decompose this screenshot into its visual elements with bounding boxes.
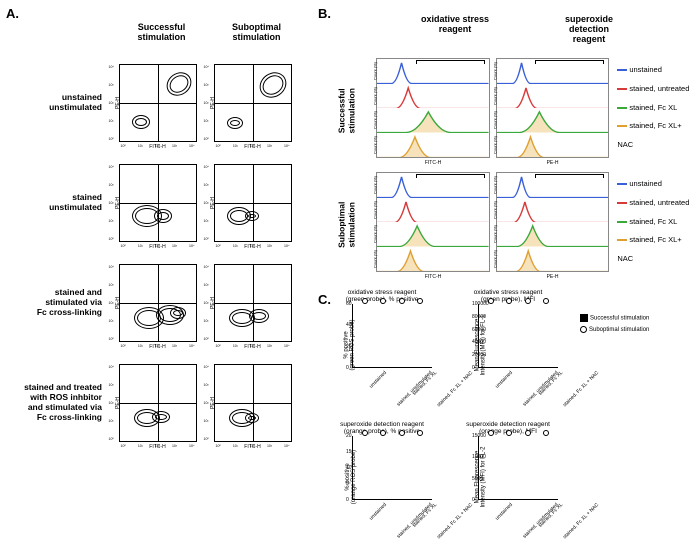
x-tick-label: unstained [494,370,514,390]
data-point-circle [417,298,423,304]
data-point-circle [506,298,512,304]
scatter-plot: FITC-HPE-H10⁰10¹10²10³10⁴10⁰10¹10²10³10⁴ [214,64,292,142]
hist-col-so: superoxide detection reagent [522,14,656,44]
data-point-circle [488,298,494,304]
panel-a-label: A. [6,6,19,21]
data-point-circle [380,430,386,436]
hist-col-ox: oxidative stress reagent [388,14,522,44]
hist-row-label: Successful stimulation [337,79,357,137]
data-point-circle [399,430,405,436]
x-tick-label: unstained [494,502,514,522]
data-point-circle [543,430,549,436]
histogram-block: Count (%)Count (%)Count (%)Count (%)PE-H [496,172,610,272]
scatter-plot: FITC-HPE-H10⁰10¹10²10³10⁴10⁰10¹10²10³10⁴ [214,364,292,442]
hist-row-label: Suboptimal stimulation [337,193,357,251]
panel-a: Successful stimulation Suboptimal stimul… [6,22,312,442]
histogram-block: Count (%)Count (%)Count (%)Count (%)FITC… [376,172,490,272]
histogram-block: Count (%)Count (%)Count (%)Count (%)FITC… [376,58,490,158]
chart-so-pos: superoxide detection reagent (orange pro… [328,432,436,522]
row-label: unstained unstimulated [6,93,110,113]
panel-b: oxidative stress reagent superoxide dete… [318,14,694,272]
scatter-plot: FITC-HPE-H10⁰10¹10²10³10⁴10⁰10¹10²10³10⁴ [119,264,197,342]
chart-ox-pos: oxidative stress reagent (green probe), … [328,300,436,390]
scatter-plot: FITC-HPE-H10⁰10¹10²10³10⁴10⁰10¹10²10³10⁴ [119,364,197,442]
hist-legend: unstainedstained, untreatedstained, Fc X… [617,61,694,155]
histogram-block: Count (%)Count (%)Count (%)Count (%)PE-H [496,58,610,158]
data-point-circle [417,430,423,436]
data-point-circle [362,298,368,304]
data-point-circle [399,298,405,304]
data-point-circle [362,430,368,436]
row-label: stained and treated with ROS inhbitor an… [6,383,110,422]
panel-c: oxidative stress reagent (green probe), … [328,300,698,522]
col-header-sub: Suboptimal stimulation [209,22,304,42]
data-point-circle [525,430,531,436]
data-point-circle [488,430,494,436]
chart-ox-mfi: oxidative stress reagent (green probe), … [454,300,562,390]
col-header-succ: Successful stimulation [114,22,209,42]
data-point-circle [543,298,549,304]
data-point-circle [380,298,386,304]
scatter-plot: FITC-HPE-H10⁰10¹10²10³10⁴10⁰10¹10²10³10⁴ [214,164,292,242]
scatter-plot: FITC-HPE-H10⁰10¹10²10³10⁴10⁰10¹10²10³10⁴ [119,64,197,142]
chart-so-mfi: superoxide detection reagent (orange pro… [454,432,562,522]
scatter-plot: FITC-HPE-H10⁰10¹10²10³10⁴10⁰10¹10²10³10⁴ [119,164,197,242]
x-tick-label: unstained [368,370,388,390]
data-point-circle [506,430,512,436]
x-tick-label: stained, Fc XL + NAC [562,502,600,540]
row-label: stained unstimulated [6,193,110,213]
row-label: stained and stimulated via Fc cross-link… [6,288,110,317]
data-point-circle [525,298,531,304]
hist-legend: unstainedstained, untreatedstained, Fc X… [617,175,694,269]
scatter-plot: FITC-HPE-H10⁰10¹10²10³10⁴10⁰10¹10²10³10⁴ [214,264,292,342]
x-tick-label: unstained [368,502,388,522]
